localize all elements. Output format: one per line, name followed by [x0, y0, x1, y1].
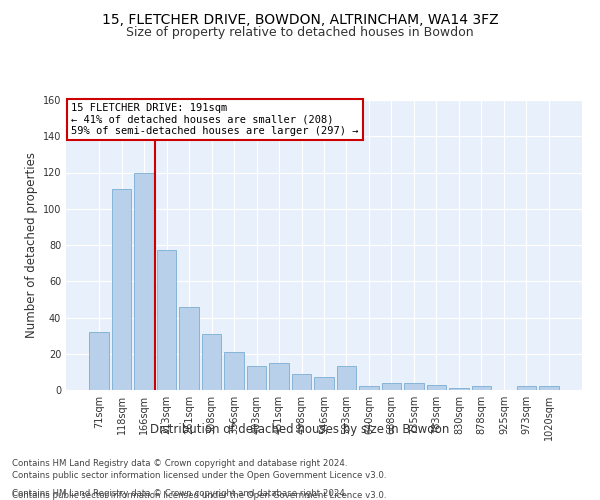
- Bar: [247, 366, 266, 390]
- Bar: [112, 189, 131, 390]
- Bar: [337, 366, 356, 390]
- Bar: [314, 378, 334, 390]
- Bar: [517, 386, 536, 390]
- Y-axis label: Number of detached properties: Number of detached properties: [25, 152, 38, 338]
- Bar: [472, 386, 491, 390]
- Text: Contains HM Land Registry data © Crown copyright and database right 2024.
Contai: Contains HM Land Registry data © Crown c…: [12, 458, 386, 480]
- Bar: [157, 250, 176, 390]
- Text: Distribution of detached houses by size in Bowdon: Distribution of detached houses by size …: [151, 422, 449, 436]
- Bar: [539, 386, 559, 390]
- Text: Contains HM Land Registry data © Crown copyright and database right 2024.: Contains HM Land Registry data © Crown c…: [12, 488, 347, 498]
- Bar: [224, 352, 244, 390]
- Bar: [427, 384, 446, 390]
- Bar: [404, 383, 424, 390]
- Bar: [292, 374, 311, 390]
- Text: Size of property relative to detached houses in Bowdon: Size of property relative to detached ho…: [126, 26, 474, 39]
- Text: 15 FLETCHER DRIVE: 191sqm
← 41% of detached houses are smaller (208)
59% of semi: 15 FLETCHER DRIVE: 191sqm ← 41% of detac…: [71, 103, 359, 136]
- Bar: [359, 386, 379, 390]
- Text: 15, FLETCHER DRIVE, BOWDON, ALTRINCHAM, WA14 3FZ: 15, FLETCHER DRIVE, BOWDON, ALTRINCHAM, …: [101, 12, 499, 26]
- Bar: [202, 334, 221, 390]
- Bar: [449, 388, 469, 390]
- Bar: [179, 306, 199, 390]
- Bar: [134, 172, 154, 390]
- Bar: [89, 332, 109, 390]
- Bar: [269, 363, 289, 390]
- Bar: [382, 383, 401, 390]
- Text: Contains public sector information licensed under the Open Government Licence v3: Contains public sector information licen…: [12, 491, 386, 500]
